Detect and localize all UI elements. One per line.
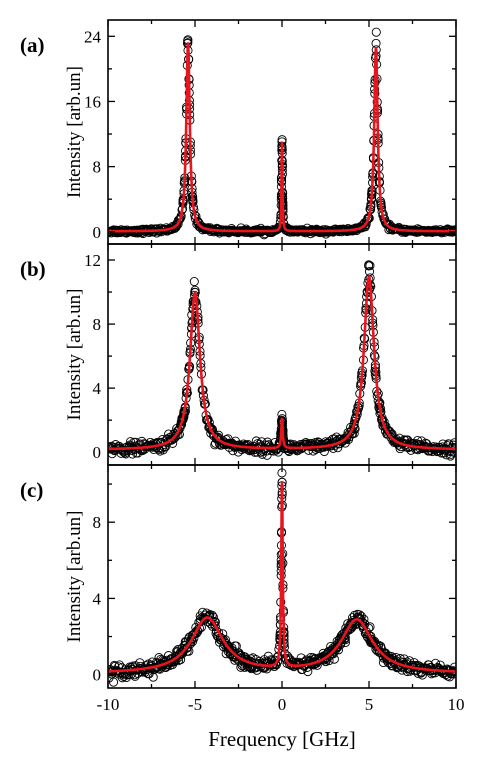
data-point [321,653,331,663]
data-point [108,677,119,687]
data-point [449,669,456,679]
x-tick-label: 10 [448,695,465,714]
data-point [148,672,158,682]
data-point [224,642,234,652]
data-point [435,660,445,670]
x-tick-label: 5 [365,695,374,714]
y-tick-label: 0 [93,443,102,462]
data-point [333,642,343,652]
data-point [172,646,182,656]
data-point [296,653,306,663]
y-tick-label: 16 [84,92,101,111]
data-point [187,635,197,645]
data-point [356,611,366,621]
data-point [446,449,456,459]
y-axis-label-b: Intensity [arb.un] [64,289,85,421]
data-point [189,276,199,287]
data-point [223,643,233,653]
y-tick-label: 8 [93,315,102,334]
data-point [357,617,367,627]
data-point [404,656,414,666]
fit-curve-b [108,274,456,451]
data-point [114,660,125,670]
data-point [170,433,180,443]
y-tick-label: 0 [93,666,102,685]
data-point [205,422,215,432]
data-point [173,425,184,435]
data-point [365,261,375,271]
data-point [221,639,232,649]
data-point [173,219,183,229]
data-point [336,635,346,645]
y-tick-label: 24 [84,27,102,46]
panel-c: 0 4 8 -10 -5 0 5 10 Intensity [arb.un] (c) [20,464,465,714]
y-tick-label: 12 [84,251,101,270]
data-point [193,216,203,226]
y-tick-label: 8 [93,513,102,532]
x-axis-label: Frequency [GHz] [208,727,356,751]
data-point [173,652,184,663]
y-axis-label-c: Intensity [arb.un] [64,511,85,643]
data-point [385,655,395,665]
data-point [359,621,369,631]
panel-b: 0 4 8 12 Intensity [arb.un] (b) [20,243,457,466]
panels: 0 8 16 24 Intensity [arb.un] (a) 0 4 8 12 Intensit… [20,19,465,714]
x-tick-label: 0 [278,695,287,714]
y-tick-label: 4 [93,379,102,398]
x-tick-label: -10 [97,695,120,714]
data-point [449,438,456,448]
data-point [430,658,441,668]
data-point [348,617,358,628]
x-tick-label: -5 [188,695,202,714]
data-point [450,225,456,235]
y-tick-label: 8 [93,158,102,177]
data-point [127,449,138,459]
data-point [194,218,204,228]
fit-curve-c [108,482,456,673]
y-tick-label: 0 [93,223,102,242]
y-tick-label: 4 [93,589,102,608]
panel-a: 0 8 16 24 Intensity [arb.un] (a) [20,19,457,245]
data-point [384,654,394,664]
panel-label-b: (b) [20,257,46,281]
data-point [371,27,381,37]
fit-curve-a [108,42,456,233]
y-axis-label-a: Intensity [arb.un] [64,66,85,198]
data-point [441,450,452,460]
panel-label-c: (c) [20,478,43,502]
data-point [372,642,382,652]
panel-label-a: (a) [20,33,45,57]
